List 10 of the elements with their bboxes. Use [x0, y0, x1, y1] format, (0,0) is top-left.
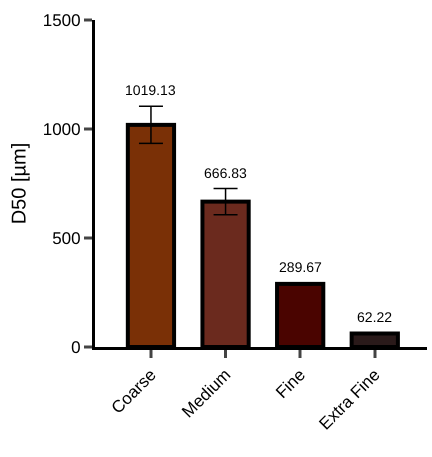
y-axis-title: D50 [µm] [8, 142, 30, 224]
data-label: 1019.13 [125, 82, 176, 98]
y-tick-label: 500 [52, 228, 81, 248]
y-tick-label: 1000 [42, 120, 81, 139]
data-label: 62.22 [357, 309, 392, 325]
y-tick-label: 0 [71, 338, 81, 357]
x-tick-label: Fine [272, 365, 310, 402]
data-label: 666.83 [204, 165, 248, 181]
y-tick-label: 1500 [42, 10, 81, 30]
data-label: 289.67 [279, 259, 322, 275]
